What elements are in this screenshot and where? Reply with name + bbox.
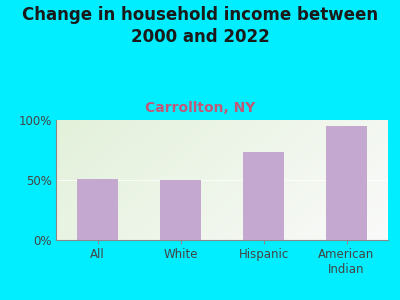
Bar [243,152,284,240]
Bar [77,179,118,240]
Text: Change in household income between
2000 and 2022: Change in household income between 2000 … [22,6,378,46]
Bar [326,126,367,240]
Text: Carrollton, NY: Carrollton, NY [145,100,255,115]
Bar [160,180,201,240]
